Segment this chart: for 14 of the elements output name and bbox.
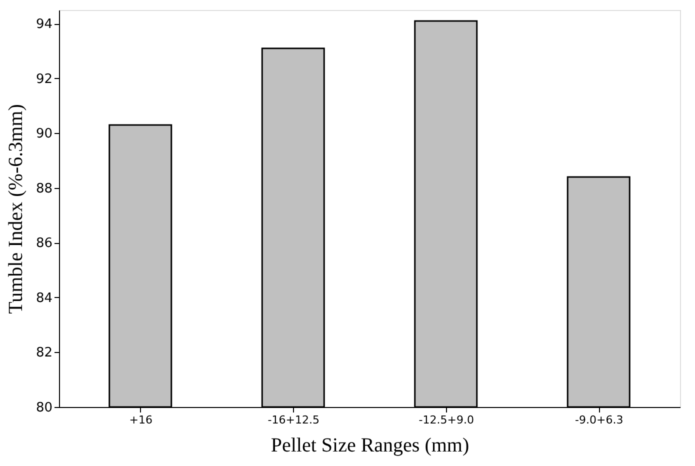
x-axis-title: Pellet Size Ranges (mm) (270, 434, 470, 456)
x-tick-label: +16 (129, 414, 152, 426)
y-tick-label: 94 (36, 17, 52, 32)
y-axis-title: Tumble Index (%-6.3mm) (4, 104, 27, 314)
y-tick-label: 84 (36, 290, 52, 306)
x-tick-label: -12.5+9.0 (418, 414, 474, 426)
x-tick-label: -9.0+6.3 (575, 414, 624, 426)
y-tick-label: 80 (36, 400, 52, 416)
y-tick-label: 86 (36, 236, 52, 252)
y-tick-label: 90 (36, 126, 52, 142)
x-tick-label: -16+12.5 (268, 414, 320, 426)
y-tick-label: 82 (36, 346, 52, 361)
y-tick-label: 92 (36, 72, 52, 87)
y-tick-label: 88 (36, 181, 52, 196)
